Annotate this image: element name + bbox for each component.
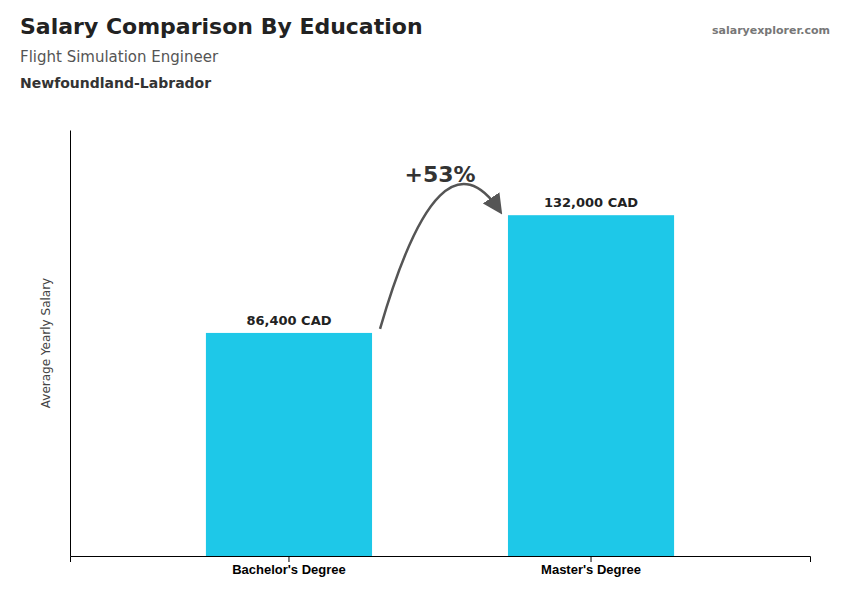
x-tick-mark — [591, 556, 592, 562]
subtitle: Flight Simulation Engineer — [20, 48, 219, 66]
title: Salary Comparison By Education — [20, 14, 423, 39]
bars — [206, 215, 674, 556]
x-tick-label: Bachelor's Degree — [232, 562, 346, 577]
location: Newfoundland-Labrador — [20, 75, 211, 91]
x-tick: Master's Degree — [541, 556, 641, 577]
x-axis-line — [71, 557, 811, 563]
bar — [508, 215, 674, 556]
x-tick-label: Master's Degree — [541, 562, 641, 577]
plot: Bachelor's Degree Master's Degree 86,400 C… — [71, 131, 811, 578]
chart: Salary Comparison By Education Flight Sim… — [0, 0, 850, 606]
change-arrow — [380, 184, 500, 329]
watermark: salaryexplorer.com — [712, 24, 830, 37]
x-axis: Bachelor's Degree Master's Degree — [71, 556, 811, 577]
data-label: 132,000 CAD — [544, 195, 638, 210]
y-axis-title: Average Yearly Salary — [39, 278, 53, 408]
data-label: 86,400 CAD — [246, 313, 331, 328]
bar — [206, 333, 372, 556]
y-axis-line — [70, 131, 71, 557]
x-tick: Bachelor's Degree — [232, 556, 346, 577]
y-axis — [70, 131, 71, 557]
change-label: +53% — [404, 162, 475, 187]
x-tick-mark — [288, 556, 289, 562]
